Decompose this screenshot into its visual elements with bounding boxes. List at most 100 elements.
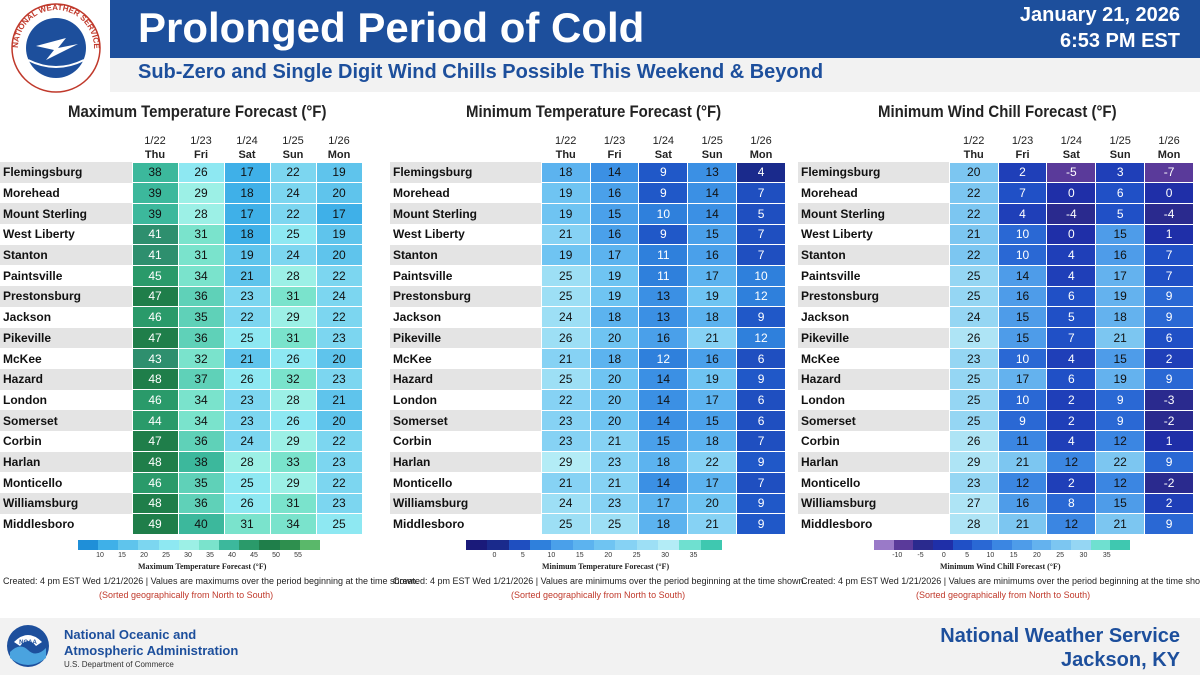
colorbar-label: Minimum Wind Chill Forecast (°F) (940, 562, 1061, 571)
value-cell: 16 (589, 223, 640, 246)
value-cell: 19 (540, 182, 591, 204)
location-name: Somerset (798, 410, 950, 431)
table-row: West Liberty 21 16 9 15 7 (390, 223, 786, 246)
table-row: London 25 10 2 9 -3 (798, 389, 1194, 411)
value-cell: 9 (638, 182, 689, 204)
value-cell: 40 (177, 513, 225, 535)
value-cell: 9 (997, 409, 1048, 432)
max-temp-table: 1/22 Thu 1/23 Fri 1/24 Sat 1/25 Sun 1/26 Mon Flemi… (0, 126, 363, 535)
value-cell: 6 (1095, 182, 1146, 204)
value-cell: 36 (177, 285, 225, 308)
value-cell: 29 (540, 451, 591, 473)
table-row: McKee 43 32 21 26 20 (0, 347, 363, 370)
value-cell: 16 (638, 327, 689, 349)
colorbar-tick: 40 (228, 552, 236, 559)
value-cell: 19 (589, 264, 640, 287)
value-cell: 25 (948, 409, 999, 432)
location-name: Corbin (3, 434, 42, 449)
value-cell: 15 (589, 202, 640, 225)
location-name: Mount Sterling (798, 203, 950, 225)
location-name: Jackson (393, 310, 442, 325)
value-cell: 10 (638, 202, 689, 225)
panel-title: Minimum Temperature Forecast (°F) (466, 102, 722, 121)
value-cell: 20 (589, 389, 640, 411)
value-cell: 29 (269, 430, 317, 453)
value-cell: -7 (1144, 161, 1194, 184)
nws-logo-icon: NATIONAL WEATHER SERVICE (11, 3, 101, 93)
value-cell: 21 (997, 513, 1048, 535)
colorbar-tick: 25 (162, 552, 170, 559)
value-cell: 20 (315, 182, 363, 204)
value-cell: 6 (1144, 327, 1194, 349)
location-name: Flemingsburg (798, 162, 950, 183)
table-row: Mount Sterling 19 15 10 14 5 (390, 202, 786, 225)
value-cell: 22 (948, 244, 999, 266)
value-cell: 17 (997, 368, 1048, 391)
table-row: Pikeville 47 36 25 31 23 (0, 327, 363, 349)
colorbar-swatch (636, 540, 658, 550)
colorbar-swatch (913, 540, 934, 550)
value-cell: 17 (223, 161, 271, 184)
table-row: Jackson 24 18 13 18 9 (390, 306, 786, 328)
colorbar-swatch (279, 540, 300, 550)
value-cell: 18 (638, 513, 689, 535)
value-cell: 21 (540, 347, 591, 370)
value-cell: 6 (736, 409, 786, 432)
value-cell: 49 (131, 513, 179, 535)
value-cell: 26 (540, 327, 591, 349)
value-cell: 29 (269, 306, 317, 328)
value-cell: 22 (948, 182, 999, 204)
value-cell: 15 (687, 409, 738, 432)
column-day: Thu (963, 148, 984, 161)
table-row: Harlan 29 21 12 22 9 (798, 451, 1194, 473)
value-cell: 7 (736, 244, 786, 266)
value-cell: 21 (540, 223, 591, 246)
value-cell: 21 (223, 347, 271, 370)
location-name: Harlan (390, 451, 542, 473)
colorbar-swatch (178, 540, 199, 550)
value-cell: 34 (177, 409, 225, 432)
value-cell: 18 (687, 430, 738, 453)
header-blank (798, 126, 949, 162)
value-cell: 25 (589, 513, 640, 535)
value-cell: 7 (1144, 244, 1194, 266)
max-temp-panel: Maximum Temperature Forecast (°F) 1/22 Th… (0, 102, 396, 605)
location-name: Stanton (798, 244, 950, 266)
value-cell: 47 (131, 327, 179, 349)
value-cell: 23 (540, 409, 591, 432)
column-day: Sat (654, 148, 672, 161)
value-cell: 39 (131, 202, 179, 225)
column-day: Fri (607, 148, 622, 161)
colorbar-swatch (158, 540, 179, 550)
colorbar-swatch (615, 540, 637, 550)
value-cell: 7 (1046, 327, 1097, 349)
value-cell: 46 (131, 306, 179, 328)
value-cell: 26 (269, 347, 317, 370)
value-cell: 23 (223, 285, 271, 308)
value-cell: 23 (315, 451, 363, 473)
max-temp-colorbar: 10 15 20 25 30 35 40 45 50 55 Maximum Temperature… (78, 540, 320, 576)
value-cell: 25 (269, 223, 317, 246)
value-cell: 20 (589, 368, 640, 391)
table-row: West Liberty 21 10 0 15 1 (798, 223, 1194, 246)
colorbar-tick: 15 (118, 552, 126, 559)
value-cell: 21 (997, 451, 1048, 473)
colorbar-swatch (1090, 540, 1111, 550)
value-cell: 33 (269, 451, 317, 473)
location-name: Williamsburg (0, 493, 132, 514)
value-cell: 47 (131, 285, 179, 308)
colorbar-swatch (198, 540, 220, 550)
value-cell: 9 (736, 492, 786, 515)
value-cell: 25 (540, 513, 591, 535)
location-name: Morehead (801, 186, 858, 201)
value-cell: 20 (687, 492, 738, 515)
value-cell: 28 (948, 513, 999, 535)
table-row: Paintsville 25 19 11 17 10 (390, 264, 786, 287)
column-date: 1/25 (701, 134, 723, 147)
table-row: Middlesboro 28 21 12 21 9 (798, 513, 1194, 535)
value-cell: 11 (997, 430, 1048, 453)
table-row: Hazard 25 20 14 19 9 (390, 368, 786, 391)
colorbar-swatch (487, 540, 509, 550)
value-cell: 7 (736, 223, 786, 246)
value-cell: 9 (1144, 451, 1194, 473)
